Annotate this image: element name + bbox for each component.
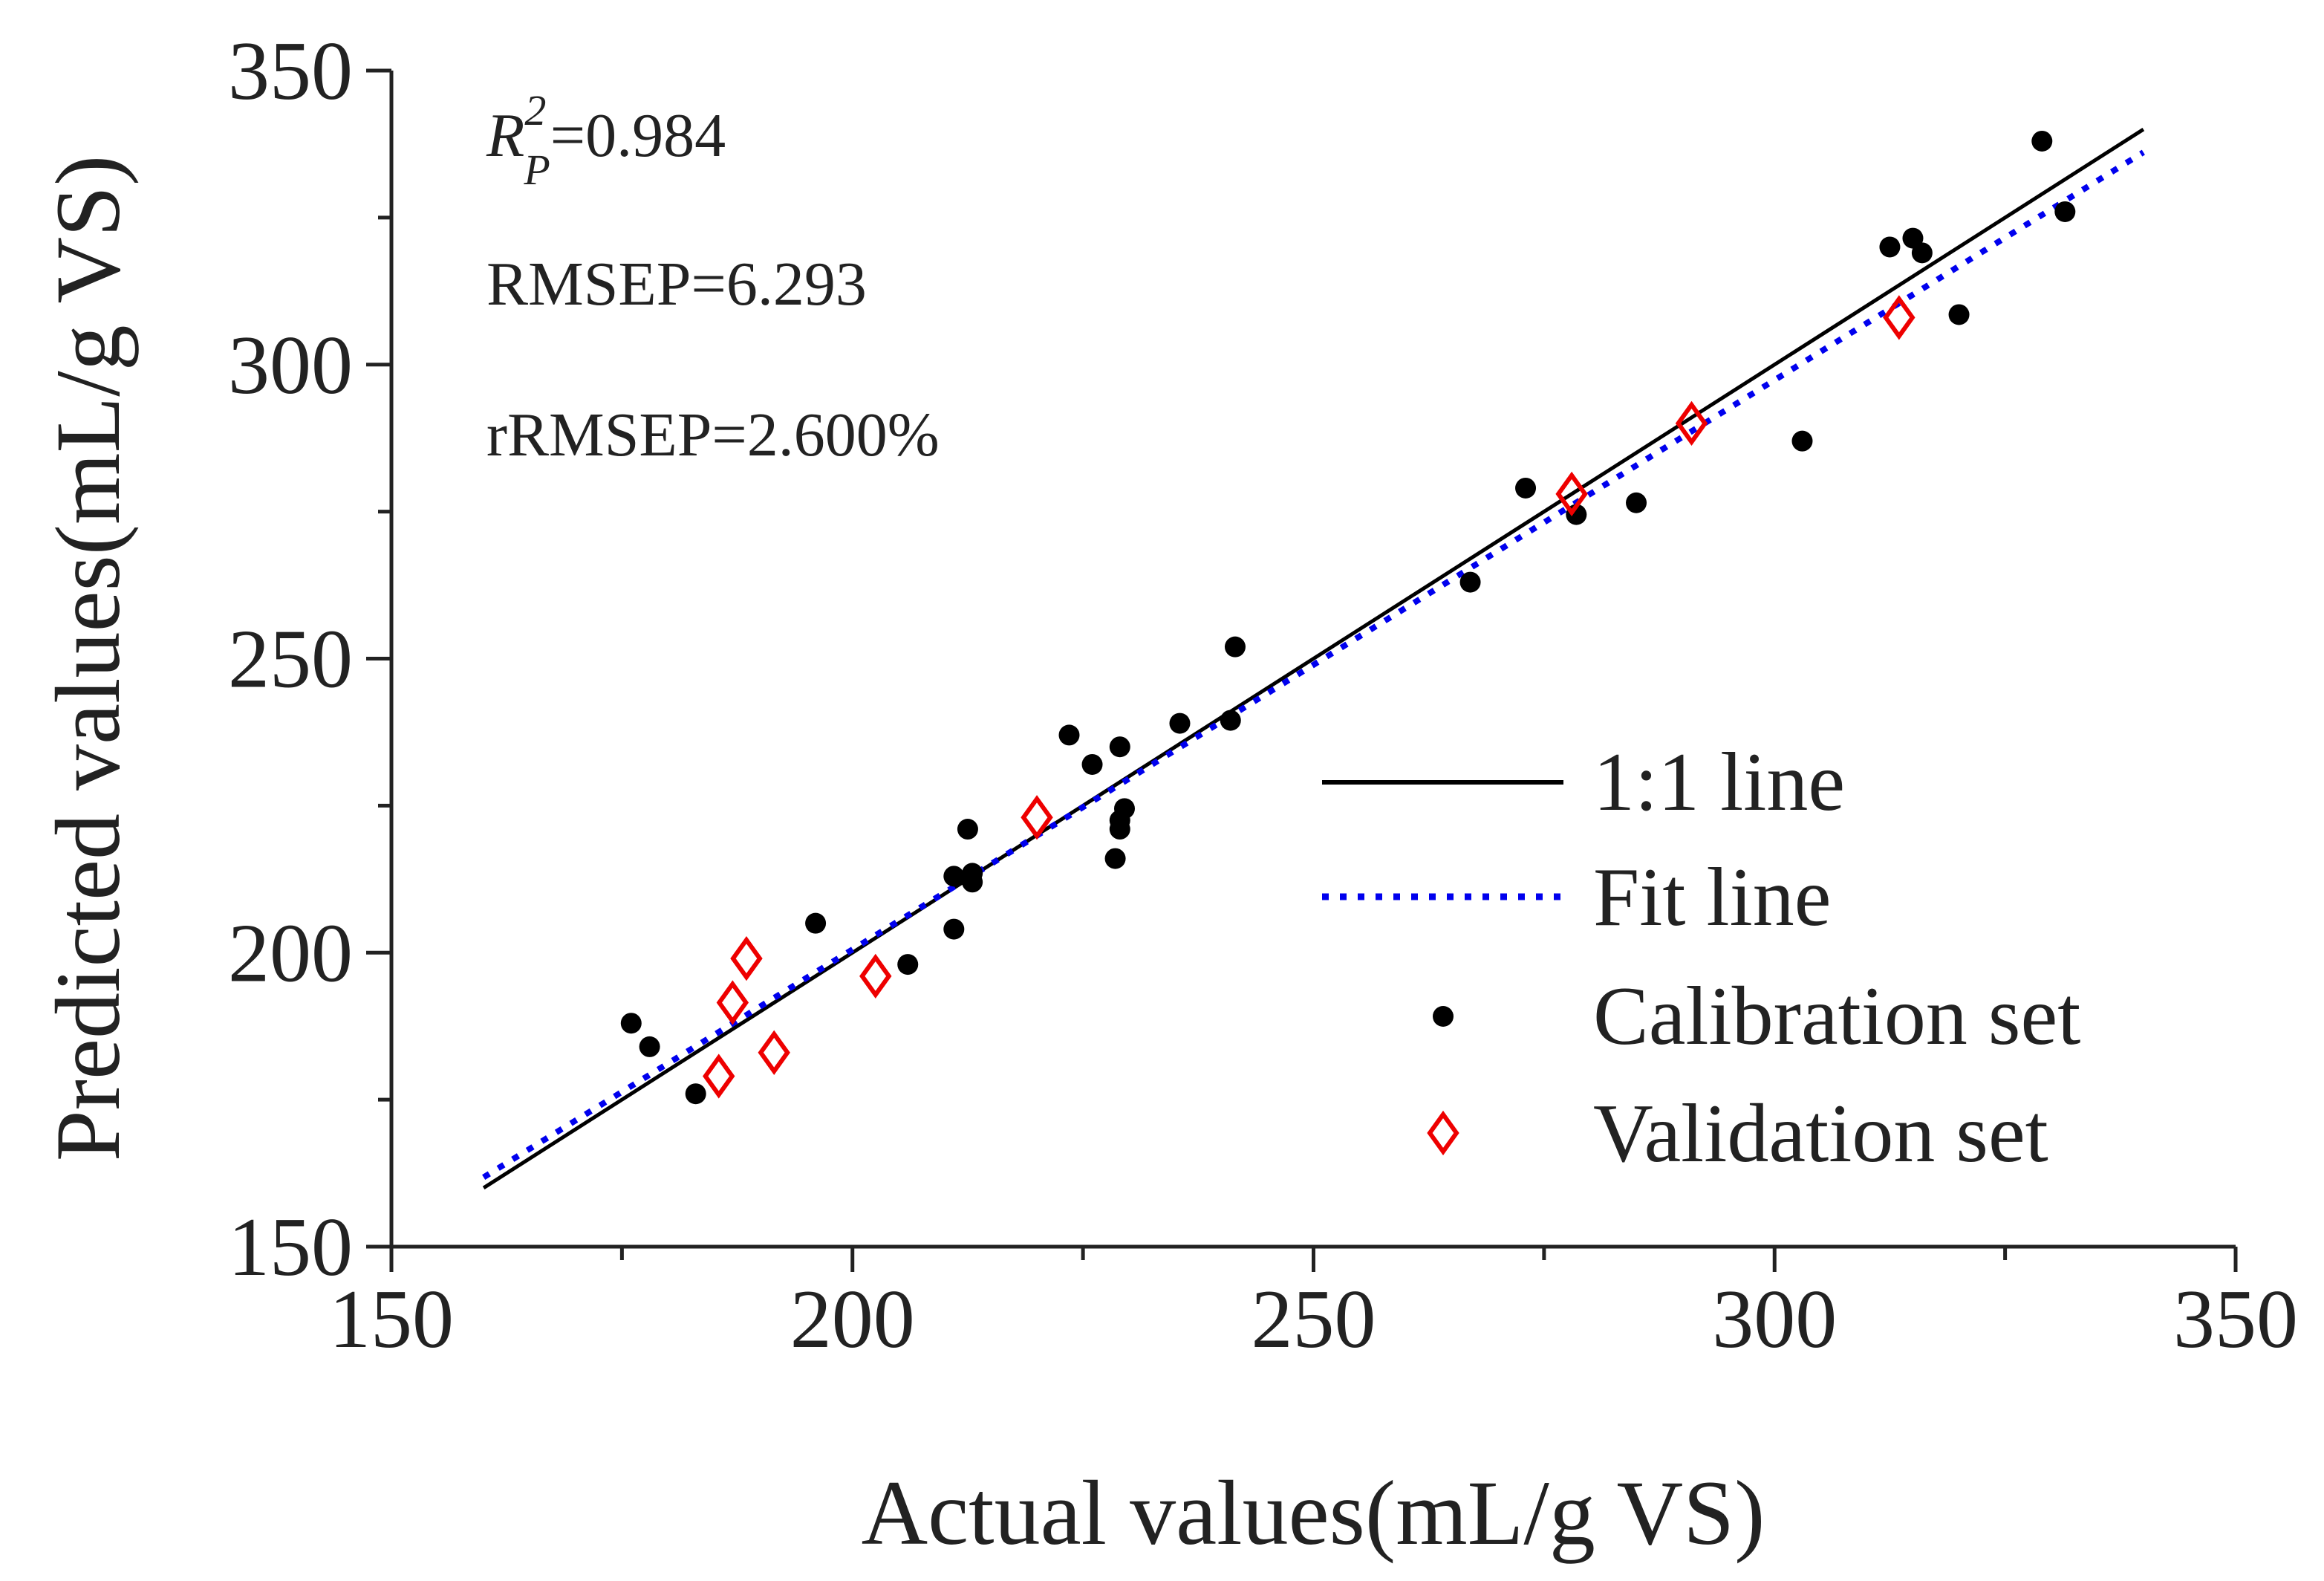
y-tick-label: 300 (228, 319, 353, 412)
calibration-point (1879, 236, 1901, 258)
r2-annotation: R2 P=0.984 (486, 86, 726, 194)
y-tick-label: 250 (228, 614, 353, 706)
calibration-point (639, 1036, 660, 1057)
validation-point (1675, 400, 1708, 447)
calibration-point (897, 954, 919, 975)
axes: 150 200 250 300 350 150 200 250 300 350 (228, 25, 2298, 1366)
legend-validation-label: Validation set (1593, 1088, 2048, 1180)
calibration-point (1104, 848, 1126, 869)
legend-fit-label: Fit line (1593, 851, 1831, 944)
x-tick-label: 350 (2173, 1273, 2298, 1366)
r2-value: =0.984 (550, 101, 726, 170)
rmsep-annotation: RMSEP=6.293 (486, 250, 867, 319)
x-tick-label: 250 (1251, 1273, 1376, 1366)
calibration-point (1113, 798, 1135, 819)
y-axis-label: Predicted values(mL/g VS) (37, 155, 139, 1162)
calibration-point (1459, 571, 1481, 593)
r2-symbol: R (486, 101, 524, 170)
validation-point (716, 980, 749, 1025)
calibration-point (1109, 736, 1130, 758)
calibration-point (1169, 712, 1191, 734)
validation-point (1555, 471, 1588, 517)
x-tick-label: 150 (329, 1273, 454, 1366)
calibration-point (1791, 430, 1813, 452)
calibration-point (1948, 304, 1970, 325)
r2-subscript: P (523, 146, 550, 194)
y-tick-label: 150 (228, 1201, 353, 1293)
calibration-point (2031, 130, 2053, 152)
legend-1to1-label: 1:1 line (1593, 736, 1845, 828)
validation-point (758, 1030, 790, 1075)
legend-calibration-marker (1433, 1006, 1454, 1027)
calibration-point (685, 1083, 706, 1105)
calibration-point (962, 863, 983, 884)
y-ticks: 150 200 250 300 350 (228, 25, 391, 1293)
x-tick-label: 300 (1712, 1273, 1837, 1366)
calibration-point (957, 819, 978, 840)
plot-points (620, 130, 2076, 1105)
one-to-one-line (482, 128, 2145, 1189)
x-ticks: 150 200 250 300 350 (329, 1247, 2298, 1366)
x-tick-label: 200 (790, 1273, 915, 1366)
r2-superscript: 2 (524, 86, 546, 134)
calibration-point (1515, 477, 1537, 499)
calibration-point (1109, 819, 1130, 840)
calibration-point (1911, 242, 1933, 264)
rrmsep-annotation: rRMSEP=2.600% (486, 400, 940, 470)
validation-point (703, 1054, 735, 1099)
legend: 1:1 line Fit line Calibration set Valida… (1322, 736, 2080, 1180)
calibration-point (1081, 753, 1103, 775)
calibration-point (1058, 724, 1080, 746)
calibration-point (620, 1013, 642, 1034)
y-tick-label: 200 (228, 907, 353, 999)
validation-point (859, 953, 892, 999)
calibration-point (943, 866, 965, 887)
plot-lines (482, 128, 2145, 1189)
calibration-point (1626, 492, 1647, 513)
calibration-point (2054, 201, 2076, 222)
calibration-point (1220, 710, 1241, 731)
stats-annotations: R2 P=0.984 RMSEP=6.293 rRMSEP=2.600% (486, 86, 940, 470)
y-tick-label: 350 (228, 25, 353, 117)
x-axis-label: Actual values(mL/g VS) (862, 1462, 1765, 1564)
validation-point (1883, 295, 1915, 340)
fit-line (482, 149, 2145, 1181)
calibration-point (1224, 636, 1246, 658)
calibration-point (805, 912, 827, 934)
legend-validation-marker (1427, 1110, 1459, 1156)
legend-calibration-label: Calibration set (1593, 970, 2080, 1062)
validation-point (1021, 795, 1053, 840)
validation-point (730, 936, 763, 981)
calibration-point (943, 918, 965, 940)
